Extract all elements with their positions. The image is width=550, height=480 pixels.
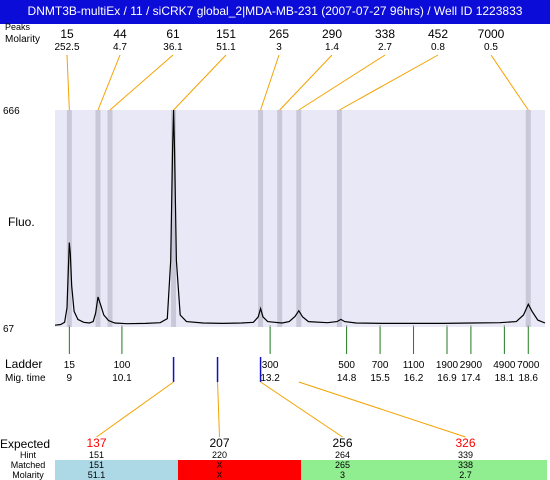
ladder-time-label: 16.2	[404, 373, 424, 384]
expected-value: 207	[209, 436, 229, 450]
peak-size-label: 61	[166, 27, 180, 41]
hint-value: 264	[335, 450, 350, 460]
molarity-value: 51.1	[88, 470, 106, 480]
peak-size-label: 265	[269, 27, 289, 41]
expected-connector	[298, 381, 466, 438]
peak-size-label: 15	[60, 27, 74, 41]
ladder-time-label: 9	[67, 373, 73, 384]
ladder-time-label: 17.4	[461, 373, 481, 384]
ladder-time-label: 16.9	[437, 373, 457, 384]
table-cell-bg	[178, 460, 301, 480]
peak-size-label: 338	[375, 27, 395, 41]
hint-value: 339	[458, 450, 473, 460]
electropherogram-trace	[54, 109, 546, 326]
peak-connector	[279, 54, 333, 111]
ladder-size-label: 500	[338, 360, 355, 371]
table-cell-bg	[424, 460, 547, 480]
peak-connector	[97, 54, 121, 111]
expected-label: Expected	[0, 437, 50, 451]
y-tick-bottom: 67	[3, 324, 15, 335]
peaks-header: Peaks	[5, 22, 31, 32]
ladder-time-label: 18.1	[495, 373, 515, 384]
ladder-size-label: 1900	[436, 360, 459, 371]
table-cell-bg	[55, 460, 178, 480]
ladder-size-label: 300	[262, 360, 279, 371]
peak-connector	[298, 54, 386, 111]
peak-molarity-label: 36.1	[163, 42, 183, 53]
peak-size-label: 452	[428, 27, 448, 41]
ladder-time-label: 13.2	[260, 373, 280, 384]
hint-value: 151	[89, 450, 104, 460]
peak-molarity-label: 2.7	[378, 42, 392, 53]
peak-size-label: 151	[216, 27, 236, 41]
ladder-size-label: 100	[114, 360, 131, 371]
expected-value: 256	[332, 436, 352, 450]
peak-molarity-label: 4.7	[113, 42, 127, 53]
expected-connector	[260, 381, 343, 438]
peak-molarity-label: 51.1	[216, 42, 236, 53]
ladder-size-label: 700	[372, 360, 389, 371]
matched-value: 151	[89, 460, 104, 470]
peak-molarity-label: 3	[276, 42, 282, 53]
ladder-time-label: 18.6	[519, 373, 539, 384]
hint-value: 220	[212, 450, 227, 460]
peak-molarity-label: 0.8	[431, 42, 445, 53]
ladder-size-label: 1100	[403, 360, 425, 371]
expected-value: 137	[86, 436, 106, 450]
peak-band	[258, 110, 264, 327]
molarity-value: X	[216, 470, 222, 480]
expected-connector	[96, 381, 174, 438]
peak-band	[95, 110, 101, 327]
peak-connector	[109, 54, 174, 111]
peak-molarity-label: 0.5	[484, 42, 498, 53]
y-tick-top: 666	[3, 106, 20, 117]
chart-title: DNMT3B-multiEx / 11 / siCRK7 global_2|MD…	[27, 4, 523, 18]
molarity-row-label: Molarity	[12, 470, 44, 480]
matched-value: 265	[335, 460, 350, 470]
peak-band	[296, 110, 302, 327]
peak-connector	[173, 54, 227, 111]
ladder-size-label: 7000	[517, 360, 540, 371]
ladder-time-label: 14.8	[337, 373, 357, 384]
fluo-label: Fluo.	[8, 215, 35, 229]
ladder-time-label: 10.1	[112, 373, 132, 384]
matched-value: 338	[458, 460, 473, 470]
molarity-header: Molarity	[5, 34, 40, 45]
ladder-label: Ladder	[5, 357, 42, 371]
peak-size-label: 290	[322, 27, 342, 41]
matched-value: X	[216, 460, 222, 470]
expected-connector	[217, 381, 220, 438]
ladder-size-label: 15	[64, 360, 76, 371]
peak-size-label: 7000	[478, 27, 505, 41]
ladder-size-label: 4900	[493, 360, 516, 371]
peak-band	[525, 110, 531, 327]
peak-band	[66, 110, 72, 327]
peak-size-label: 44	[113, 27, 127, 41]
molarity-value: 3	[340, 470, 345, 480]
mig-time-label: Mig. time	[5, 373, 46, 384]
molarity-value: 2.7	[459, 470, 472, 480]
matched-label: Matched	[11, 460, 46, 470]
peak-connector	[260, 54, 280, 111]
ladder-size-label: 2900	[460, 360, 483, 371]
peak-band	[107, 110, 113, 327]
peak-band	[336, 110, 342, 327]
hint-label: Hint	[20, 450, 37, 460]
ladder-time-label: 15.5	[370, 373, 390, 384]
peak-connector	[66, 54, 70, 111]
expected-value: 326	[455, 436, 475, 450]
table-cell-bg	[301, 460, 424, 480]
peak-molarity-label: 1.4	[325, 42, 339, 53]
peak-band	[171, 110, 177, 327]
peak-band	[277, 110, 283, 327]
title-bar: DNMT3B-multiEx / 11 / siCRK7 global_2|MD…	[0, 0, 550, 24]
peak-molarity-label: 252.5	[54, 42, 79, 53]
peak-connector	[490, 54, 529, 111]
peak-connector	[339, 54, 439, 111]
